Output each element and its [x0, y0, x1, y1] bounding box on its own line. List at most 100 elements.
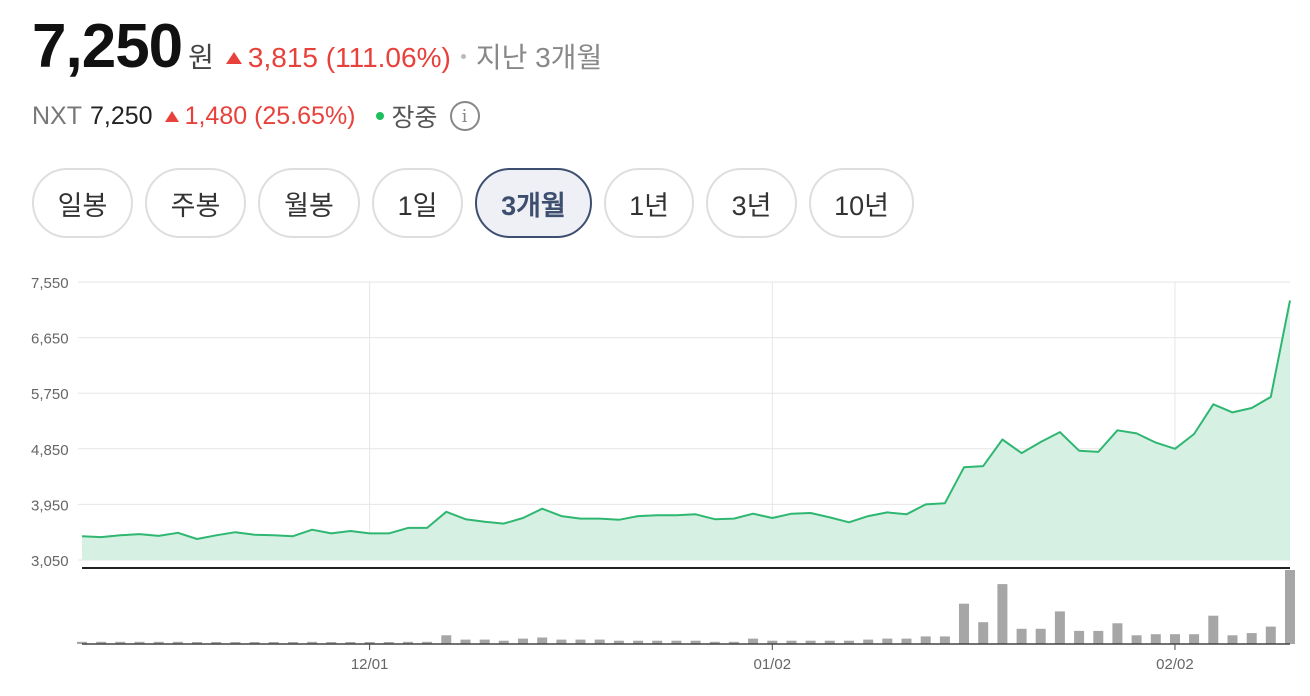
- tab-daily[interactable]: 일봉: [32, 168, 133, 238]
- volume-bar: [498, 640, 509, 644]
- price-change-value: 3,815 (111.06%): [247, 42, 451, 73]
- volume-bar: [1208, 615, 1219, 644]
- volume-bar: [307, 641, 318, 644]
- price-change: 3,815 (111.06%): [225, 42, 451, 74]
- volume-bar: [767, 640, 778, 644]
- volume-bar: [268, 642, 279, 644]
- volume-bar: [1112, 623, 1123, 644]
- nxt-label: NXT: [32, 101, 82, 130]
- volume-bar: [422, 641, 433, 644]
- tab-monthly[interactable]: 월봉: [258, 168, 360, 238]
- volume-bar: [959, 603, 969, 644]
- tab-weekly[interactable]: 주봉: [145, 168, 246, 238]
- volume-bar: [1189, 634, 1200, 644]
- volume-bar: [172, 641, 183, 644]
- volume-bar: [115, 641, 126, 644]
- volume-bar: [824, 640, 835, 644]
- x-tick-label: 01/02: [754, 656, 792, 673]
- tab-3years[interactable]: 3년: [706, 168, 797, 238]
- price-area: [82, 300, 1290, 560]
- volume-bar: [920, 636, 931, 644]
- market-status-dot: [375, 112, 384, 120]
- volume-bar: [1093, 630, 1104, 644]
- volume-bar: [134, 641, 145, 644]
- volume-bar: [594, 639, 605, 644]
- tab-1year[interactable]: 1년: [604, 168, 694, 238]
- x-tick-label: 12/01: [351, 656, 389, 673]
- nxt-row: NXT 7,250 1,480 (25.65%) 장중 i: [32, 96, 480, 136]
- volume-bar: [230, 642, 241, 644]
- volume-bar: [671, 640, 682, 644]
- separator-dot: [460, 54, 466, 59]
- volume-bar: [1074, 630, 1085, 644]
- y-tick-label: 7,550: [31, 275, 69, 292]
- y-tick-label: 3,050: [31, 553, 69, 570]
- volume-bar: [441, 635, 452, 644]
- volume-bar: [77, 641, 87, 644]
- volume-bar: [1246, 633, 1257, 644]
- period-label: 지난 3개월: [475, 42, 603, 73]
- volume-bar: [1170, 634, 1180, 644]
- volume-bar: [844, 640, 854, 644]
- volume-bar: [556, 639, 567, 644]
- volume-bar: [403, 641, 413, 644]
- tab-10years[interactable]: 10년: [809, 168, 914, 238]
- y-tick-label: 5,750: [31, 386, 69, 403]
- currency-unit: 원: [188, 42, 214, 73]
- price-line: [81, 300, 1291, 540]
- volume-bar: [786, 640, 797, 644]
- volume-bar: [939, 636, 950, 644]
- volume-bar: [1150, 634, 1161, 644]
- x-tick-label: 02/02: [1156, 656, 1194, 673]
- volume-bar: [863, 639, 874, 644]
- tab-1day[interactable]: 1일: [372, 168, 463, 238]
- volume-bar: [287, 642, 298, 644]
- volume-bar: [364, 642, 375, 644]
- nxt-price: 7,250: [90, 101, 153, 130]
- price-header: 7,250 원 3,815 (111.06%) 지난 3개월: [32, 14, 602, 80]
- volume-bar: [383, 642, 394, 644]
- volume-bar: [537, 637, 548, 644]
- market-status: 장중: [391, 104, 438, 132]
- volume-bar: [192, 642, 202, 644]
- volume-bar: [901, 638, 912, 644]
- current-price: 7,250: [32, 12, 183, 81]
- info-icon[interactable]: i: [449, 101, 480, 131]
- volume-bar: [748, 638, 759, 644]
- volume-bar: [805, 640, 816, 644]
- volume-bar: [345, 642, 356, 644]
- volume-bar: [249, 642, 260, 644]
- y-tick-label: 6,650: [31, 331, 69, 348]
- nxt-change-value: 1,480 (25.65%): [184, 101, 356, 130]
- volume-bar: [1227, 635, 1238, 644]
- volume-bar: [479, 639, 490, 644]
- volume-bar: [96, 641, 107, 644]
- volume-bar: [1035, 628, 1046, 644]
- volume-bar: [997, 584, 1008, 644]
- volume-bar: [1285, 570, 1295, 644]
- y-tick-label: 4,850: [31, 442, 69, 459]
- nxt-change: 1,480 (25.65%): [164, 101, 356, 131]
- volume-bar: [460, 639, 471, 644]
- volume-bar: [1016, 628, 1027, 644]
- volume-bar: [882, 638, 893, 644]
- up-triangle-icon: [225, 52, 242, 64]
- volume-bar: [1054, 611, 1065, 644]
- volume-bar: [211, 642, 222, 644]
- volume-bar: [690, 640, 701, 644]
- volume-bar: [1265, 626, 1276, 644]
- volume-bar: [518, 638, 528, 644]
- up-triangle-icon: [164, 110, 179, 122]
- volume-bar: [575, 639, 586, 644]
- price-chart[interactable]: 12/01 01/02 02/02 7,550 6,650 5,750 4,850 3,950…: [0, 262, 1310, 692]
- volume-bar: [728, 641, 739, 644]
- volume-bar: [652, 640, 663, 644]
- volume-bar: [153, 641, 164, 644]
- volume-bar: [709, 641, 720, 644]
- volume-bar: [633, 640, 644, 644]
- y-tick-label: 3,950: [31, 497, 69, 514]
- volume-bar: [1131, 635, 1142, 644]
- volume-bar: [613, 640, 624, 644]
- tab-3months[interactable]: 3개월: [475, 168, 592, 238]
- volume-bar: [326, 642, 337, 644]
